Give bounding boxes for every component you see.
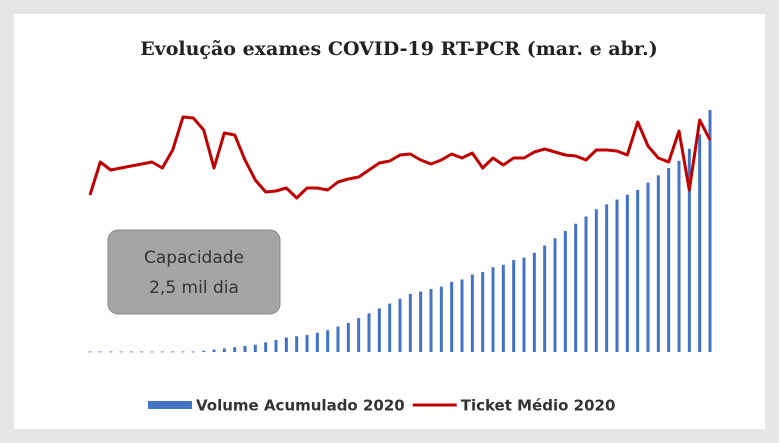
bar (543, 245, 547, 352)
bar (253, 344, 257, 352)
bar (563, 231, 567, 352)
bar (284, 337, 288, 352)
bar (357, 318, 361, 352)
bar (233, 347, 237, 352)
bar (698, 134, 702, 352)
bar (243, 345, 247, 352)
bar (708, 110, 712, 352)
bar (336, 326, 340, 352)
line (88, 115, 712, 200)
bar (181, 351, 185, 353)
bar (481, 272, 485, 352)
bar (646, 182, 650, 352)
bar (98, 351, 102, 353)
bar (470, 274, 474, 352)
bar (150, 351, 154, 353)
bar (625, 194, 629, 352)
bar (605, 204, 609, 352)
bar (408, 293, 412, 352)
chart-title: Evolução exames COVID-19 RT-PCR (mar. e … (140, 38, 658, 60)
bar (429, 289, 433, 352)
annotation-box (107, 229, 281, 315)
bar (501, 264, 505, 352)
bar (450, 281, 454, 352)
bar (109, 351, 113, 353)
bar (388, 303, 392, 352)
bar (687, 148, 691, 352)
chart-area (14, 14, 765, 429)
bar (532, 252, 536, 352)
bar (439, 286, 443, 352)
annotation: 2,5 mil dia (149, 278, 239, 298)
bar (367, 313, 371, 352)
bar (574, 223, 578, 352)
bar (512, 260, 516, 352)
bar (460, 279, 464, 352)
bar (491, 267, 495, 352)
bar (212, 349, 216, 352)
legend-swatch (148, 401, 192, 409)
bar (584, 216, 588, 352)
bar (274, 339, 278, 352)
bar (160, 351, 164, 353)
bar (594, 209, 598, 352)
bar (191, 351, 195, 353)
bar (419, 291, 423, 352)
bar (119, 351, 123, 353)
bar (636, 189, 640, 352)
bar (88, 351, 92, 353)
bar (202, 350, 206, 352)
bar (553, 238, 557, 352)
annotation: Capacidade (144, 248, 244, 268)
bar (305, 335, 309, 352)
bar (140, 351, 144, 353)
legend-label: Ticket Médio 2020 (461, 397, 616, 415)
bar (522, 257, 526, 352)
bar (295, 336, 299, 352)
bar (377, 308, 381, 352)
bar (264, 342, 268, 352)
bar (398, 298, 402, 352)
bar (667, 168, 671, 352)
bar (315, 332, 319, 352)
legend-label: Volume Acumulado 2020 (196, 397, 405, 415)
bar (171, 351, 175, 353)
bar (677, 160, 681, 352)
bar (656, 175, 660, 352)
bar (129, 351, 133, 353)
bar (222, 348, 226, 352)
bar (615, 199, 619, 352)
bar (346, 322, 350, 352)
bar (326, 330, 330, 352)
